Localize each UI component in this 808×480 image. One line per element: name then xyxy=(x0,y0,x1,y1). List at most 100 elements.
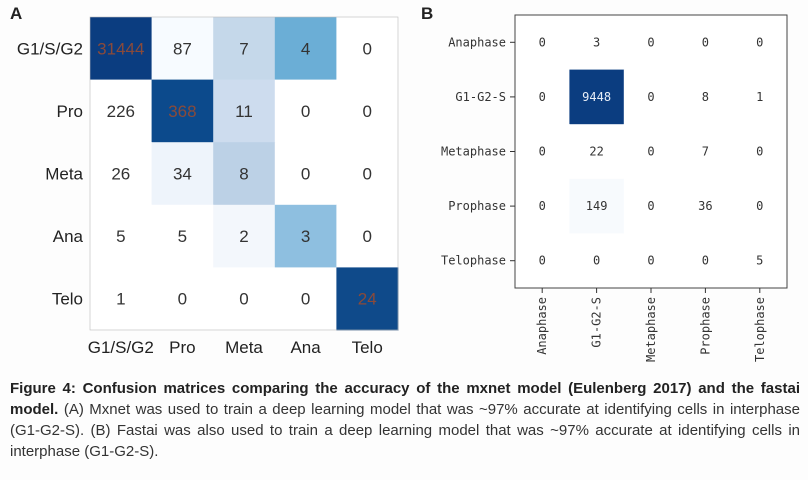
cell-b-2-2 xyxy=(623,124,679,180)
cell-b-1-0 xyxy=(515,69,570,125)
figure-caption: Figure 4: Confusion matrices comparing t… xyxy=(10,378,800,462)
cell-label-a-0-4: 0 xyxy=(362,39,371,58)
cell-label-a-1-1: 368 xyxy=(168,102,196,121)
cell-a-1-2 xyxy=(213,79,276,143)
cell-b-3-0 xyxy=(515,178,570,234)
cell-a-4-1 xyxy=(151,267,214,331)
cell-label-b-4-0: 0 xyxy=(539,254,546,268)
cell-a-2-2 xyxy=(213,142,276,206)
cell-label-b-3-3: 36 xyxy=(698,199,712,213)
col-tick-b-4: Telophase xyxy=(753,297,767,362)
panel-b-label: B xyxy=(421,4,434,23)
cell-label-a-3-3: 3 xyxy=(301,227,310,246)
cell-label-b-2-2: 0 xyxy=(647,145,654,159)
cell-label-a-2-3: 0 xyxy=(301,165,310,184)
cell-label-a-4-2: 0 xyxy=(239,290,248,309)
cell-a-4-4 xyxy=(336,267,399,331)
cell-label-a-0-3: 4 xyxy=(301,39,310,58)
cell-a-3-2 xyxy=(213,204,276,268)
cell-label-a-1-4: 0 xyxy=(362,102,371,121)
cell-label-b-0-2: 0 xyxy=(647,35,654,49)
cell-b-2-3 xyxy=(678,124,734,180)
cell-a-4-2 xyxy=(213,267,276,331)
cell-a-4-0 xyxy=(90,267,153,331)
col-tick-a-0: G1/S/G2 xyxy=(88,338,154,357)
cell-label-a-1-0: 226 xyxy=(107,102,135,121)
row-tick-a-1: Pro xyxy=(57,102,83,121)
cell-b-2-0 xyxy=(515,124,570,180)
cell-label-b-1-1: 9448 xyxy=(582,90,611,104)
cell-a-3-0 xyxy=(90,204,153,268)
cell-a-2-1 xyxy=(151,142,214,206)
cell-label-a-1-2: 11 xyxy=(235,102,253,121)
cell-label-b-2-4: 0 xyxy=(756,145,763,159)
row-tick-a-0: G1/S/G2 xyxy=(17,39,83,58)
cell-b-4-0 xyxy=(515,233,570,289)
cell-label-b-0-0: 0 xyxy=(539,35,546,49)
cell-label-b-1-4: 1 xyxy=(756,90,763,104)
cell-label-a-4-1: 0 xyxy=(178,290,187,309)
col-tick-b-1: G1-G2-S xyxy=(590,297,604,348)
cell-label-a-4-3: 0 xyxy=(301,290,310,309)
col-tick-b-2: Metaphase xyxy=(644,297,658,362)
cell-label-a-2-2: 8 xyxy=(239,165,248,184)
cell-label-a-2-4: 0 xyxy=(362,165,371,184)
cell-label-a-3-4: 0 xyxy=(362,227,371,246)
cell-a-0-2 xyxy=(213,17,276,81)
cell-b-0-4 xyxy=(732,15,788,71)
row-tick-a-3: Ana xyxy=(53,227,84,246)
cell-label-b-1-3: 8 xyxy=(702,90,709,104)
row-tick-b-0: Anaphase xyxy=(448,35,506,49)
cell-b-3-4 xyxy=(732,178,788,234)
cell-label-b-0-4: 0 xyxy=(756,35,763,49)
col-tick-a-1: Pro xyxy=(169,338,195,357)
cell-label-a-3-1: 5 xyxy=(178,227,187,246)
cell-b-3-2 xyxy=(623,178,679,234)
row-tick-b-3: Prophase xyxy=(448,199,506,213)
confusion-matrix-a: 31444 87 7 4 0 226 368 11 0 0 26 34 8 0 0 5 5 2 3 0 1 0 0 0 24 G1… xyxy=(17,16,399,357)
cell-label-b-0-1: 3 xyxy=(593,35,600,49)
cell-a-2-0 xyxy=(90,142,153,206)
cell-label-a-0-0: 31444 xyxy=(97,39,144,58)
cell-b-4-3 xyxy=(678,233,734,289)
row-tick-a-4: Telo xyxy=(52,290,83,309)
cell-b-1-1 xyxy=(569,69,625,125)
cell-b-2-1 xyxy=(569,124,625,180)
cell-a-2-4 xyxy=(336,142,399,206)
cell-a-1-4 xyxy=(336,79,399,143)
cell-label-b-3-0: 0 xyxy=(539,199,546,213)
cell-label-a-4-4: 24 xyxy=(358,290,377,309)
cell-label-b-0-3: 0 xyxy=(702,35,709,49)
cell-label-b-3-2: 0 xyxy=(647,199,654,213)
col-tick-b-3: Prophase xyxy=(698,297,712,355)
cell-label-a-1-3: 0 xyxy=(301,102,310,121)
cell-label-a-0-1: 87 xyxy=(173,39,192,58)
caption-text: (A) Mxnet was used to train a deep learn… xyxy=(10,401,800,460)
cell-b-0-2 xyxy=(623,15,679,71)
cell-label-b-2-0: 0 xyxy=(539,145,546,159)
cell-a-4-3 xyxy=(274,267,337,331)
cell-b-0-1 xyxy=(569,15,625,71)
cell-label-b-1-2: 0 xyxy=(647,90,654,104)
cell-b-0-0 xyxy=(515,15,570,71)
cell-a-0-1 xyxy=(151,17,214,81)
cell-a-2-3 xyxy=(274,142,337,206)
caption-bold: Figure 4: Confusion matrices comparing t… xyxy=(10,380,800,418)
cell-label-a-2-0: 26 xyxy=(111,165,130,184)
cell-b-1-3 xyxy=(678,69,734,125)
cell-label-b-1-0: 0 xyxy=(539,90,546,104)
cell-b-3-3 xyxy=(678,178,734,234)
cell-label-b-3-4: 0 xyxy=(756,199,763,213)
row-tick-b-1: G1-G2-S xyxy=(455,90,506,104)
cell-b-1-2 xyxy=(623,69,679,125)
cell-a-1-3 xyxy=(274,79,337,143)
cell-b-1-4 xyxy=(732,69,788,125)
cell-label-a-3-0: 5 xyxy=(116,227,125,246)
cell-label-a-0-2: 7 xyxy=(239,39,248,58)
cell-label-b-4-4: 5 xyxy=(756,254,763,268)
col-tick-a-4: Telo xyxy=(352,338,383,357)
col-tick-b-0: Anaphase xyxy=(535,297,549,355)
cell-b-2-4 xyxy=(732,124,788,180)
col-tick-a-2: Meta xyxy=(225,338,263,357)
cell-a-3-1 xyxy=(151,204,214,268)
